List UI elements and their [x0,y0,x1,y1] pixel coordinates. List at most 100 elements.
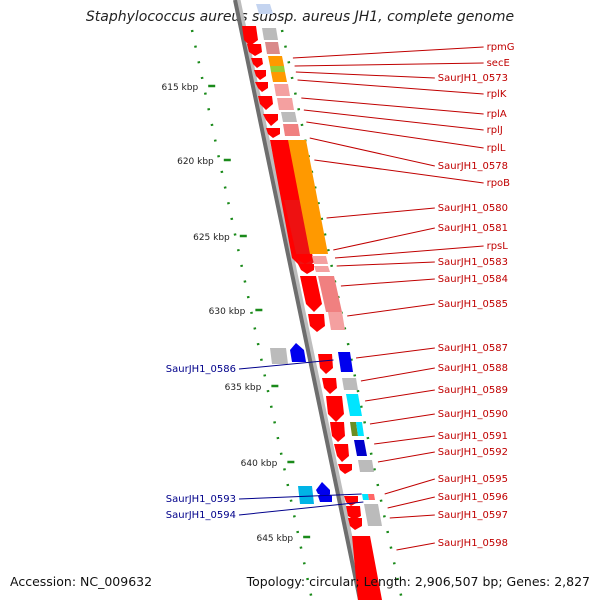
leader-line [306,121,484,149]
gene-forward [258,96,273,110]
cds-box [346,394,362,416]
cds-box [312,256,328,264]
leader-line [374,435,435,445]
gene-label[interactable]: SaurJH1_0591 [438,431,508,442]
backbone [233,0,366,600]
tick-label: 620 kbp [177,157,214,167]
gene-label[interactable]: secE [487,58,510,69]
gene-label[interactable]: SaurJH1_0586 [166,364,236,375]
leader-line [314,159,484,184]
cds-box [314,266,330,272]
leader-line [301,97,484,115]
gene-label[interactable]: rplK [487,89,507,100]
gene-label[interactable]: SaurJH1_0598 [438,538,508,549]
backbone-line [233,0,362,600]
cds-box [283,124,300,136]
gene-forward [254,70,266,80]
leader-line [360,367,435,382]
leader-line [292,46,484,59]
gene-label[interactable]: SaurJH1_0592 [438,447,508,458]
cds-box [328,312,345,330]
gene-forward [308,314,325,332]
cds-box [277,98,294,110]
gene-label[interactable]: SaurJH1_0593 [166,494,236,505]
cds-box [270,348,288,364]
tick-label: 640 kbp [241,459,278,469]
reverse-strand-genes [270,343,332,504]
tick-label: 615 kbp [162,83,199,93]
tick-label: 645 kbp [256,534,293,544]
gene-forward [352,536,382,600]
leader-line [295,71,435,79]
gene-label[interactable]: SaurJH1_0587 [438,343,508,354]
gene-forward [255,82,268,92]
gene-label[interactable]: SaurJH1_0580 [438,203,508,214]
gene-forward [344,496,358,506]
gene-label[interactable]: SaurJH1_0573 [438,73,508,84]
gene-label[interactable]: SaurJH1_0590 [438,409,508,420]
leader-line [336,261,435,267]
gene-forward [330,422,345,442]
gene-forward [334,444,349,462]
gene-forward [348,518,362,530]
gene-label[interactable]: SaurJH1_0597 [438,510,508,521]
cds-box [354,440,367,456]
gene-label[interactable]: SaurJH1_0583 [438,257,508,268]
gene-label[interactable]: rplJ [487,125,503,136]
gene-label[interactable]: rpsL [487,241,509,252]
cds-box [368,494,375,500]
gene-forward [242,26,258,46]
leader-line [309,137,435,167]
topology-text: Topology: circular; Length: 2,906,507 bp… [246,574,590,589]
leader-line [297,79,484,95]
gene-forward [322,378,337,394]
leader-line [387,496,435,509]
gene-label[interactable]: rplA [487,109,507,120]
cds-box [268,56,284,66]
gene-label[interactable]: SaurJH1_0584 [438,274,508,285]
tick-label: 630 kbp [209,307,246,317]
gene-label[interactable]: SaurJH1_0589 [438,385,508,396]
gene-forward [247,44,262,56]
gene-label[interactable]: rplL [487,143,506,154]
tick-label: 635 kbp [225,383,262,393]
gene-forward [296,254,312,264]
gene-label[interactable]: rpmG [487,42,515,53]
left-gene-labels: SaurJH1_0586 SaurJH1_0593 SaurJH1_0594 [166,359,364,521]
gene-label[interactable]: SaurJH1_0596 [438,492,508,503]
gene-reverse [290,343,306,362]
gene-label[interactable]: SaurJH1_0585 [438,299,508,310]
cds-track [256,4,382,526]
forward-strand-genes [242,26,382,600]
leader-line [303,109,484,131]
leader-line [384,478,435,495]
gene-label[interactable]: SaurJH1_0594 [166,510,236,521]
leader-line [238,493,362,500]
leader-line [365,389,435,402]
inner-dotted-ring [190,29,314,600]
gene-forward [300,276,322,312]
cds-box [362,494,369,500]
gene-label[interactable]: rpoB [487,178,511,189]
right-gene-labels: rpmG secE SaurJH1_0573 rplK rplA rplJ rplL Saur… [292,42,515,551]
leader-line [389,514,435,519]
cds-box [356,422,364,436]
axis-ticks: 615 kbp 620 kbp 625 kbp 630 kbp 635 kbp 640 k… [162,83,311,544]
accession-text: Accession: NC_009632 [10,574,153,589]
leader-line [355,347,435,359]
leader-line [333,227,435,251]
gene-forward [284,200,314,270]
gene-label[interactable]: SaurJH1_0578 [438,161,508,172]
gene-forward [338,464,352,474]
gene-label[interactable]: SaurJH1_0595 [438,474,508,485]
gene-label[interactable]: SaurJH1_0588 [438,363,508,374]
gene-label[interactable]: SaurJH1_0581 [438,223,508,234]
gene-reverse [316,482,330,494]
map-title: Staphylococcus aureus subsp. aureus JH1,… [85,9,515,25]
gene-forward [266,128,280,138]
leader-line [369,413,435,425]
leader-line [334,245,484,259]
gene-forward [326,396,344,422]
leader-line [238,501,364,516]
